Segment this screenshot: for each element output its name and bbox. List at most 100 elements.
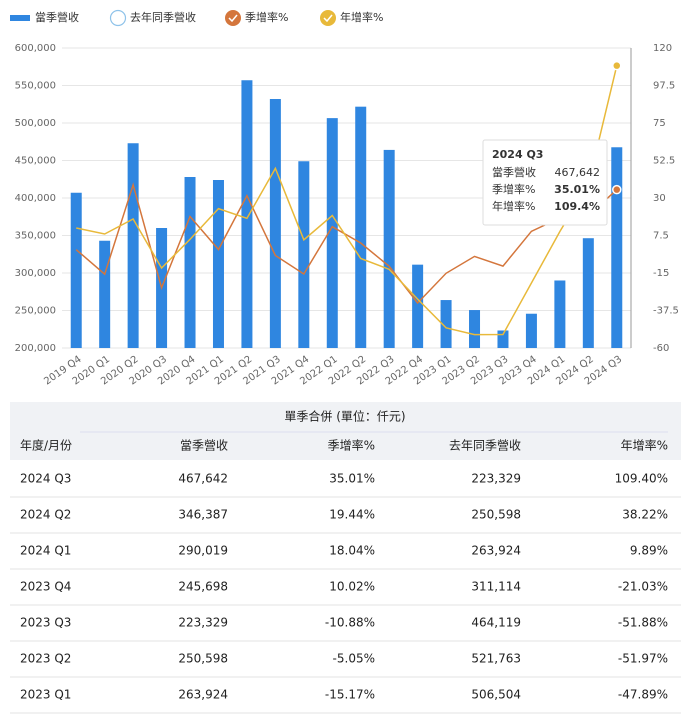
legend-check bbox=[228, 14, 238, 23]
table-cell: -21.03% bbox=[618, 580, 668, 594]
table-cell: 250,598 bbox=[178, 652, 228, 666]
table-cell: 10.02% bbox=[329, 580, 375, 594]
table-cell: -15.17% bbox=[325, 688, 375, 702]
bar bbox=[383, 149, 395, 348]
bar bbox=[554, 280, 566, 348]
bar bbox=[412, 264, 424, 348]
bar bbox=[298, 161, 310, 348]
table-cell: 506,504 bbox=[471, 688, 521, 702]
table-cell: 2023 Q2 bbox=[20, 652, 71, 666]
tooltip-label: 季增率% bbox=[492, 182, 535, 196]
bar bbox=[582, 238, 594, 348]
bar bbox=[440, 300, 452, 348]
y-tick-label: 200,000 bbox=[15, 343, 56, 354]
y-tick-label: 250,000 bbox=[15, 306, 56, 317]
table-cell: -51.97% bbox=[618, 652, 668, 666]
table-cell: 35.01% bbox=[329, 472, 375, 486]
legend-swatch bbox=[10, 15, 30, 21]
bar bbox=[184, 177, 196, 348]
table-cell: 223,329 bbox=[471, 472, 521, 486]
bar bbox=[269, 99, 281, 348]
table-cell: 290,019 bbox=[178, 544, 228, 558]
table-title: 單季合併 (單位：仟元) bbox=[284, 409, 405, 424]
legend-label: 去年同季營收 bbox=[130, 10, 196, 24]
bar bbox=[241, 80, 253, 348]
table-cell: 9.89% bbox=[630, 544, 668, 558]
y2-tick-label: -37.5 bbox=[653, 306, 679, 317]
table-cell: 18.04% bbox=[329, 544, 375, 558]
y-tick-label: 550,000 bbox=[15, 81, 56, 92]
y-tick-label: 500,000 bbox=[15, 118, 56, 129]
table-cell: 19.44% bbox=[329, 508, 375, 522]
bar bbox=[99, 240, 111, 348]
tooltip-value: 109.4% bbox=[554, 200, 600, 213]
table-cell: 311,114 bbox=[471, 580, 521, 594]
y2-tick-label: 30 bbox=[653, 193, 666, 204]
line bbox=[75, 182, 618, 305]
legend-swatch bbox=[320, 10, 336, 26]
tooltip-title: 2024 Q3 bbox=[492, 148, 543, 161]
table-cell: 2024 Q3 bbox=[20, 472, 71, 486]
table-cell: 250,598 bbox=[471, 508, 521, 522]
table-cell: 521,763 bbox=[471, 652, 521, 666]
table-cell: 2023 Q1 bbox=[20, 688, 71, 702]
table-cell: 2023 Q4 bbox=[20, 580, 71, 594]
y-tick-label: 450,000 bbox=[15, 156, 56, 167]
bar bbox=[127, 143, 139, 348]
highlight-point bbox=[612, 60, 622, 71]
y-tick-label: 400,000 bbox=[15, 193, 56, 204]
table-cell: -51.88% bbox=[618, 616, 668, 630]
table-cell: 467,642 bbox=[178, 472, 228, 486]
table-header: 年度/月份 bbox=[20, 438, 72, 453]
y-tick-label: 350,000 bbox=[15, 231, 56, 242]
bar bbox=[497, 330, 509, 348]
line bbox=[76, 65, 618, 336]
legend-label: 當季營收 bbox=[35, 10, 79, 24]
table-header-bg bbox=[10, 402, 681, 460]
highlight-point bbox=[612, 184, 622, 195]
tooltip-value: 467,642 bbox=[555, 166, 601, 179]
bar bbox=[355, 106, 367, 348]
table-cell: -5.05% bbox=[333, 652, 375, 666]
table-cell: 263,924 bbox=[178, 688, 228, 702]
table-cell: 2023 Q3 bbox=[20, 616, 71, 630]
table-cell: 346,387 bbox=[178, 508, 228, 522]
y2-tick-label: 120 bbox=[653, 43, 672, 54]
table-header: 當季營收 bbox=[180, 439, 228, 453]
table-cell: -47.89% bbox=[618, 688, 668, 702]
y2-tick-label: 75 bbox=[653, 118, 666, 129]
table-cell: 245,698 bbox=[178, 580, 228, 594]
y2-tick-label: -15 bbox=[653, 268, 669, 279]
legend-check bbox=[323, 14, 333, 23]
y2-tick-label: -60 bbox=[653, 343, 669, 354]
table-cell: 38.22% bbox=[622, 508, 668, 522]
table-header: 年增率% bbox=[621, 438, 668, 453]
bar bbox=[611, 147, 623, 348]
table-cell: 263,924 bbox=[471, 544, 521, 558]
tooltip-label: 當季營收 bbox=[492, 165, 536, 179]
table-cell: 223,329 bbox=[178, 616, 228, 630]
bar bbox=[525, 313, 537, 348]
table-cell: 464,119 bbox=[471, 616, 521, 630]
table-cell: 2024 Q2 bbox=[20, 508, 71, 522]
table-header: 去年同季營收 bbox=[449, 439, 521, 453]
tooltip-value: 35.01% bbox=[554, 183, 600, 196]
y-tick-label: 300,000 bbox=[15, 268, 56, 279]
table-cell: 2024 Q1 bbox=[20, 544, 71, 558]
bar bbox=[70, 192, 82, 348]
tooltip bbox=[482, 139, 608, 226]
table-header: 季增率% bbox=[328, 438, 375, 453]
bar bbox=[212, 180, 224, 348]
table-cell: -10.88% bbox=[325, 616, 375, 630]
y2-tick-label: 52.5 bbox=[653, 156, 675, 167]
table-cell: 109.40% bbox=[615, 472, 668, 486]
tooltip-label: 年增率% bbox=[492, 199, 535, 213]
y-tick-label: 600,000 bbox=[15, 43, 56, 54]
bar bbox=[326, 118, 338, 348]
y2-tick-label: 97.5 bbox=[653, 81, 675, 92]
bar bbox=[469, 310, 481, 348]
legend-swatch bbox=[109, 9, 127, 27]
legend-label: 年增率% bbox=[340, 10, 383, 24]
y2-tick-label: 7.5 bbox=[653, 231, 669, 242]
